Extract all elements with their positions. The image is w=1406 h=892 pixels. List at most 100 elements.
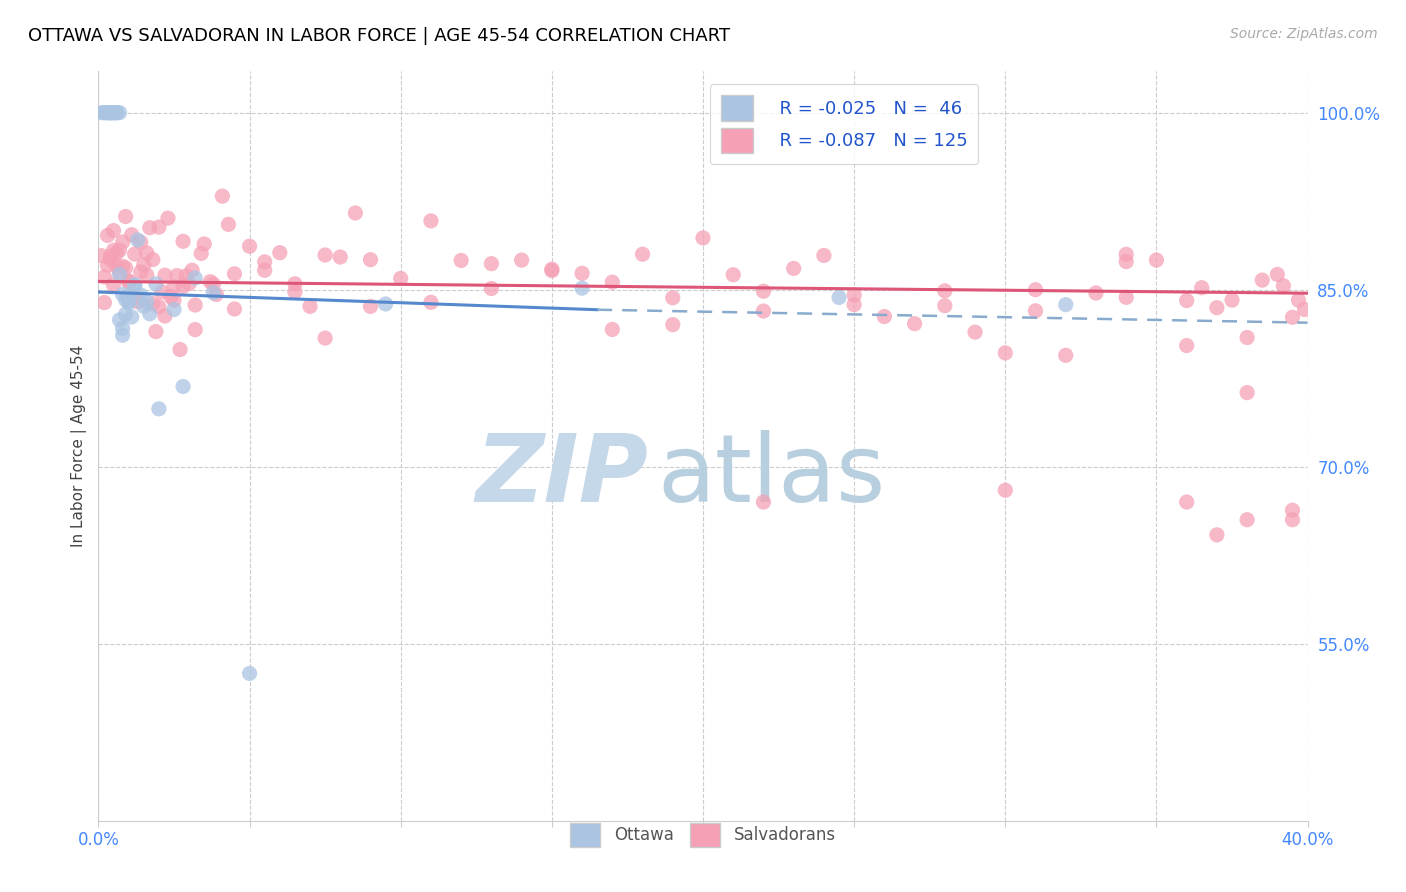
Point xyxy=(205,287,228,301)
Point xyxy=(93,270,115,285)
Point xyxy=(103,105,125,120)
Point xyxy=(1281,310,1303,325)
Point xyxy=(844,288,866,302)
Point xyxy=(114,307,136,321)
Point xyxy=(103,244,125,258)
Point xyxy=(314,248,336,262)
Point xyxy=(129,265,152,279)
Point xyxy=(602,275,624,289)
Point xyxy=(1206,301,1229,315)
Point xyxy=(96,258,118,272)
Point xyxy=(420,214,443,228)
Point xyxy=(90,105,112,120)
Point xyxy=(111,260,134,274)
Point xyxy=(1144,253,1167,268)
Point xyxy=(184,271,207,285)
Point xyxy=(127,294,149,309)
Point xyxy=(239,239,262,253)
Point xyxy=(93,295,115,310)
Point xyxy=(135,295,157,310)
Point xyxy=(481,281,503,295)
Point xyxy=(1115,247,1137,261)
Point xyxy=(96,228,118,243)
Point xyxy=(145,325,167,339)
Point xyxy=(1251,273,1274,287)
Point xyxy=(103,277,125,292)
Point xyxy=(118,274,141,288)
Point xyxy=(148,220,170,235)
Point xyxy=(174,268,197,283)
Point xyxy=(1281,503,1303,517)
Point xyxy=(1175,293,1198,308)
Point xyxy=(239,666,262,681)
Point xyxy=(692,231,714,245)
Point xyxy=(108,313,131,327)
Point xyxy=(105,259,128,273)
Point xyxy=(314,331,336,345)
Point xyxy=(105,105,128,120)
Point xyxy=(224,267,246,281)
Point xyxy=(121,227,143,242)
Point xyxy=(813,248,835,262)
Point xyxy=(1294,302,1316,317)
Point xyxy=(202,277,225,291)
Point xyxy=(96,105,118,120)
Point xyxy=(118,296,141,310)
Point xyxy=(169,343,191,357)
Text: Source: ZipAtlas.com: Source: ZipAtlas.com xyxy=(1230,27,1378,41)
Point xyxy=(190,246,212,260)
Point xyxy=(752,495,775,509)
Point xyxy=(1085,285,1108,300)
Point xyxy=(1281,513,1303,527)
Point xyxy=(111,287,134,301)
Point xyxy=(783,261,806,276)
Point xyxy=(100,105,122,120)
Point xyxy=(103,224,125,238)
Point xyxy=(118,289,141,303)
Point xyxy=(631,247,654,261)
Y-axis label: In Labor Force | Age 45-54: In Labor Force | Age 45-54 xyxy=(72,345,87,547)
Point xyxy=(100,105,122,120)
Point xyxy=(344,206,367,220)
Point xyxy=(153,268,176,283)
Point xyxy=(124,290,146,304)
Point xyxy=(1054,298,1077,312)
Point xyxy=(148,401,170,416)
Point xyxy=(100,105,122,120)
Point xyxy=(163,293,186,308)
Point xyxy=(103,105,125,120)
Point xyxy=(153,309,176,323)
Point xyxy=(129,235,152,250)
Point xyxy=(96,105,118,120)
Point xyxy=(90,249,112,263)
Point xyxy=(200,275,222,289)
Point xyxy=(994,483,1017,498)
Point xyxy=(965,325,987,339)
Point xyxy=(329,250,352,264)
Point xyxy=(723,268,745,282)
Point xyxy=(873,310,896,324)
Point xyxy=(1272,278,1295,293)
Point xyxy=(284,277,307,291)
Text: OTTAWA VS SALVADORAN IN LABOR FORCE | AGE 45-54 CORRELATION CHART: OTTAWA VS SALVADORAN IN LABOR FORCE | AG… xyxy=(28,27,730,45)
Point xyxy=(172,279,194,293)
Point xyxy=(752,304,775,318)
Point xyxy=(118,294,141,309)
Point xyxy=(124,247,146,261)
Point xyxy=(127,233,149,247)
Point xyxy=(510,253,533,268)
Point xyxy=(100,252,122,267)
Point xyxy=(828,290,851,304)
Point xyxy=(1288,293,1310,308)
Point xyxy=(1236,330,1258,344)
Point xyxy=(100,105,122,120)
Point xyxy=(752,284,775,298)
Point xyxy=(93,105,115,120)
Point xyxy=(181,263,204,277)
Point xyxy=(253,255,276,269)
Point xyxy=(284,285,307,299)
Point xyxy=(135,268,157,282)
Point xyxy=(374,297,396,311)
Point xyxy=(540,263,562,277)
Point xyxy=(224,301,246,316)
